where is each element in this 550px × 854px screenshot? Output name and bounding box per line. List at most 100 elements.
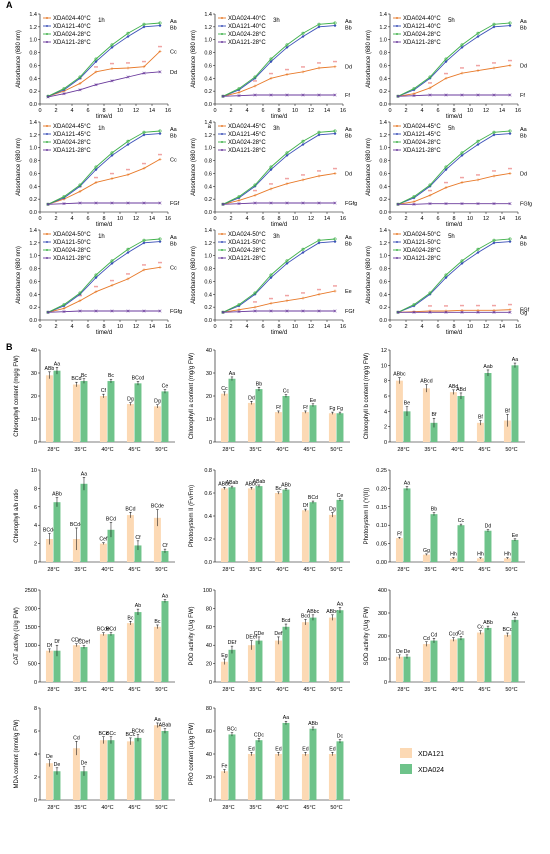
x-tick-label: 6 <box>261 324 264 330</box>
end-label: Cc <box>170 265 177 271</box>
data-point <box>285 43 289 47</box>
data-point <box>158 237 162 241</box>
data-point <box>94 290 98 294</box>
significance-mark: ** <box>94 66 98 72</box>
significance-label: Hh <box>477 552 484 558</box>
y-axis-label: MDA content (nmol/g FW) <box>14 719 20 788</box>
legend-marker <box>221 249 223 251</box>
data-point <box>285 151 289 155</box>
end-label: Bb <box>520 134 527 140</box>
data-point <box>142 309 146 313</box>
bar <box>107 634 115 682</box>
significance-label: ABbc <box>326 609 339 615</box>
category-label: 50°C <box>330 567 342 573</box>
significance-label: Ccd <box>449 632 458 638</box>
bar <box>161 391 169 442</box>
y-axis-label: CAT activity (U/g FW) <box>14 607 20 664</box>
significance-label: Cf <box>101 388 107 394</box>
data-point <box>317 238 321 242</box>
legend-label: XDA121-28°C <box>228 256 266 262</box>
category-label: 28°C <box>222 447 234 453</box>
significance-mark: ** <box>285 68 289 74</box>
significance-mark: ** <box>126 273 130 279</box>
data-point <box>237 94 241 98</box>
y-tick-label: 0.0 <box>379 318 387 324</box>
y-tick-label: 1000 <box>25 643 37 649</box>
y-tick-label: 0.8 <box>379 159 387 165</box>
data-point <box>253 75 257 79</box>
y-tick-label: 60 <box>206 729 212 735</box>
legend-label: XDA024-28°C <box>228 248 266 254</box>
x-tick-label: 8 <box>102 324 105 330</box>
series-line <box>397 241 511 313</box>
y-tick-label: 10 <box>31 417 37 423</box>
legend-label: XDA024-28°C <box>403 32 441 38</box>
y-tick-label: 0.2 <box>379 197 387 203</box>
data-point <box>78 75 82 79</box>
data-point <box>460 310 464 314</box>
category-label: 28°C <box>47 447 59 453</box>
data-point <box>444 76 448 80</box>
data-point <box>492 174 496 178</box>
bar <box>282 626 290 682</box>
y-tick-label: 0.6 <box>204 279 212 285</box>
end-label: Ff <box>520 93 525 99</box>
data-point <box>142 25 146 29</box>
data-point <box>269 57 273 61</box>
x-tick-label: 6 <box>86 108 89 114</box>
data-point <box>476 310 480 314</box>
legend-marker <box>46 17 48 19</box>
data-point <box>444 202 448 206</box>
legend-marker <box>396 249 398 251</box>
data-point <box>158 24 162 28</box>
bar <box>72 384 80 442</box>
significance-label: Bf <box>478 415 483 421</box>
data-point <box>333 309 337 313</box>
bar <box>301 412 309 442</box>
category-label: 28°C <box>47 567 59 573</box>
category-label: 40°C <box>276 447 288 453</box>
line-chart-5: 0.0 0.2 0.4 0.6 0.8 1.0 1.2 1.4 0 2 4 6 8 10 12 14 16 tim… <box>191 120 357 228</box>
bar <box>80 647 88 682</box>
y-tick-label: 0.8 <box>29 159 37 165</box>
data-point <box>94 83 98 87</box>
significance-label: ABab <box>253 479 266 485</box>
x-tick-label: 2 <box>54 324 57 330</box>
bar <box>328 617 336 682</box>
significance-label: ABbc <box>245 481 258 487</box>
bar <box>107 740 115 800</box>
data-point <box>460 43 464 47</box>
data-point <box>508 21 512 25</box>
x-axis-label: time/d <box>96 114 112 120</box>
data-point <box>317 25 321 29</box>
data-point <box>460 308 464 312</box>
data-point <box>269 165 273 169</box>
data-point <box>142 268 146 272</box>
y-tick-label: 0 <box>34 440 37 446</box>
bar <box>328 413 336 442</box>
bar <box>126 741 134 800</box>
category-label: 45°C <box>478 567 490 573</box>
y-tick-label: 20 <box>206 775 212 781</box>
data-point <box>476 202 480 206</box>
legend-marker <box>221 25 223 27</box>
end-label: Bb <box>345 242 352 248</box>
category-label: 45°C <box>303 567 315 573</box>
significance-label: Ce <box>337 493 344 499</box>
significance-label: Ed <box>248 746 254 752</box>
data-point <box>460 71 464 75</box>
significance-label: Cc <box>283 389 290 395</box>
category-label: 45°C <box>128 447 140 453</box>
data-point <box>301 247 305 251</box>
data-point <box>396 310 400 314</box>
bar <box>403 656 411 682</box>
x-tick-label: 8 <box>102 216 105 222</box>
end-label: Bb <box>170 242 177 248</box>
significance-label: Aa <box>81 471 87 477</box>
data-point <box>253 183 257 187</box>
y-tick-label: 0 <box>209 680 212 686</box>
y-tick-label: 0.05 <box>376 542 387 548</box>
y-tick-label: 0 <box>34 680 37 686</box>
data-point <box>126 143 130 146</box>
y-tick-label: 0.10 <box>376 523 387 529</box>
